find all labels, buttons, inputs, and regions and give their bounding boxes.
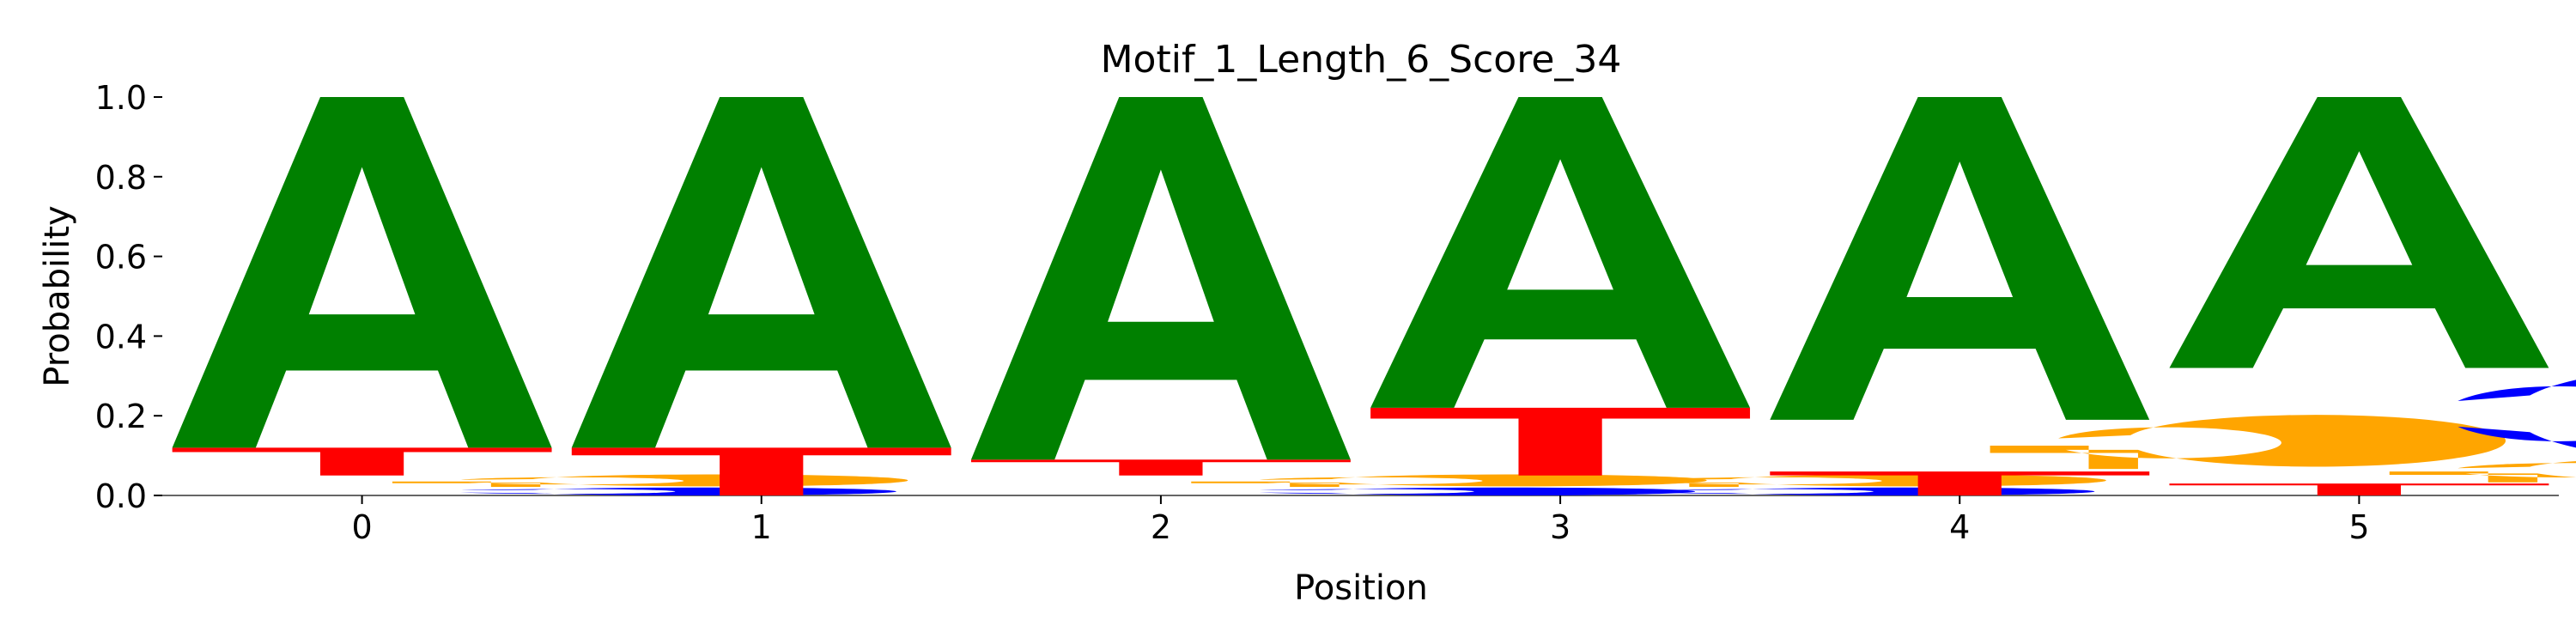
letter-C [1259,487,1696,495]
letter-C [460,487,896,495]
letter-C [2458,380,2576,448]
y-tick-label: 1.0 [95,79,147,117]
x-tick-label: 0 [351,508,372,546]
letter-A [970,97,1351,460]
x-tick-label: 1 [751,508,772,546]
letter-A [2169,97,2549,368]
y-axis-label: Probability [38,205,77,386]
letter-A [172,97,552,448]
letter-C [1658,487,2095,495]
y-tick-label: 0.8 [95,159,147,197]
letter-T [970,459,1351,476]
letter-T [172,447,552,476]
y-tick-label: 0.4 [95,318,147,355]
y-tick-label: 0.2 [95,398,147,435]
letter-G [392,474,908,488]
letter-A [1770,97,2150,420]
y-tick-label: 0.0 [95,477,147,515]
letter-A [1370,97,1751,408]
x-tick-label: 4 [1949,508,1970,546]
letter-G [1191,474,1707,488]
x-tick-label: 2 [1151,508,1171,546]
letter-T [571,447,951,495]
x-axis-label: Position [1294,568,1428,608]
x-tick-label: 3 [1550,508,1571,546]
chart-title: Motif_1_Length_6_Score_34 [1101,38,1622,82]
y-tick-label: 0.6 [95,239,147,276]
letter-G [2389,461,2576,483]
letter-G [1990,415,2506,470]
x-tick-label: 5 [2348,508,2369,546]
letter-T [1770,471,2150,495]
letter-T [1370,407,1751,476]
letter-A [571,97,951,448]
letter-T [2169,483,2549,495]
